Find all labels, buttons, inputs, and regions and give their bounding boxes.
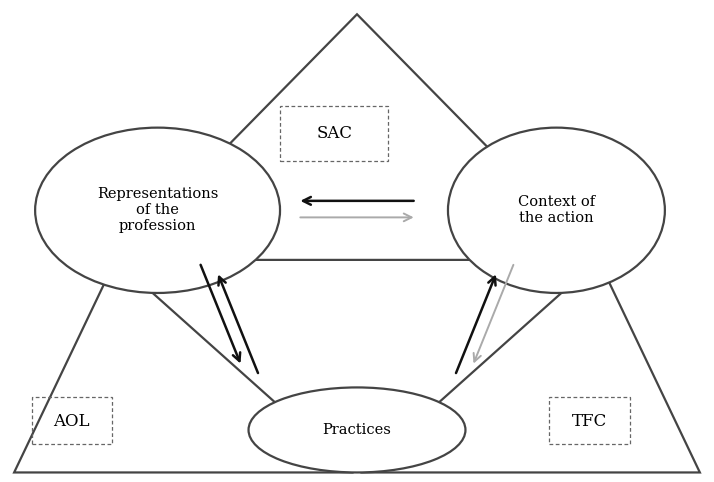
FancyArrowPatch shape: [201, 265, 240, 361]
FancyArrowPatch shape: [303, 197, 413, 205]
Bar: [31, 397, 112, 444]
Bar: [280, 107, 388, 161]
FancyArrowPatch shape: [218, 277, 258, 373]
Text: Practices: Practices: [323, 423, 391, 437]
Text: Context of
the action: Context of the action: [518, 195, 595, 226]
Text: TFC: TFC: [572, 413, 607, 430]
Ellipse shape: [448, 128, 665, 293]
FancyArrowPatch shape: [473, 265, 513, 362]
Text: AOL: AOL: [54, 413, 90, 430]
Text: SAC: SAC: [316, 125, 353, 142]
Text: Representations
of the
profession: Representations of the profession: [97, 187, 218, 233]
FancyArrowPatch shape: [301, 214, 411, 221]
Ellipse shape: [35, 128, 280, 293]
Ellipse shape: [248, 388, 466, 472]
Bar: [550, 397, 630, 444]
FancyArrowPatch shape: [456, 277, 496, 373]
